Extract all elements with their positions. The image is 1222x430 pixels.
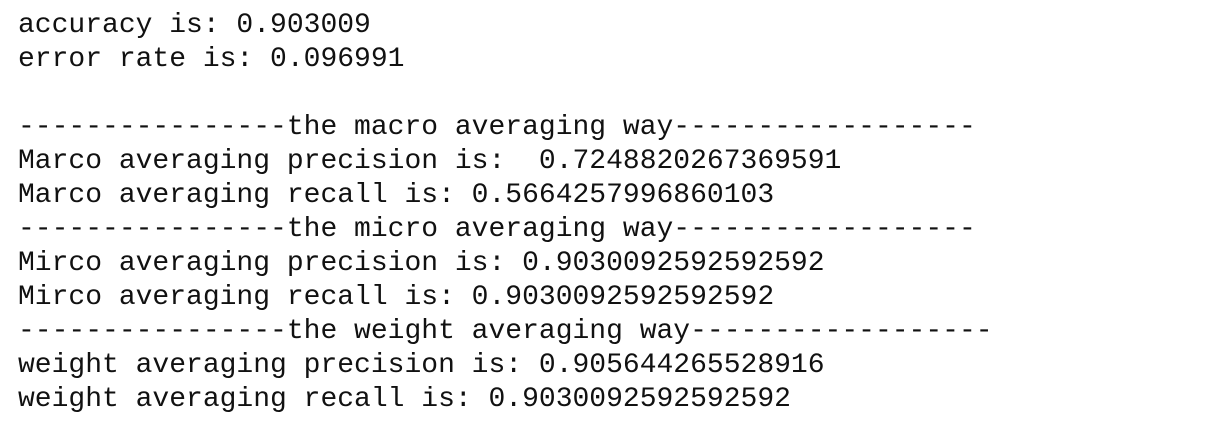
section-header: ----------------the weight averaging way…	[18, 316, 993, 347]
section-header: ----------------the micro averaging way-…	[18, 214, 976, 245]
metric-line: weight averaging precision is: 0.9056442…	[18, 350, 825, 381]
summary-line: accuracy is: 0.903009	[18, 10, 371, 41]
metric-line: Marco averaging recall is: 0.56642579968…	[18, 180, 775, 211]
metric-line: weight averaging recall is: 0.9030092592…	[18, 384, 791, 415]
metric-line: Mirco averaging precision is: 0.90300925…	[18, 248, 825, 279]
metric-line: Mirco averaging recall is: 0.90300925925…	[18, 282, 775, 313]
summary-line: error rate is: 0.096991	[18, 44, 405, 75]
metric-line: Marco averaging precision is: 0.72488202…	[18, 146, 842, 177]
section-header: ----------------the macro averaging way-…	[18, 112, 976, 143]
